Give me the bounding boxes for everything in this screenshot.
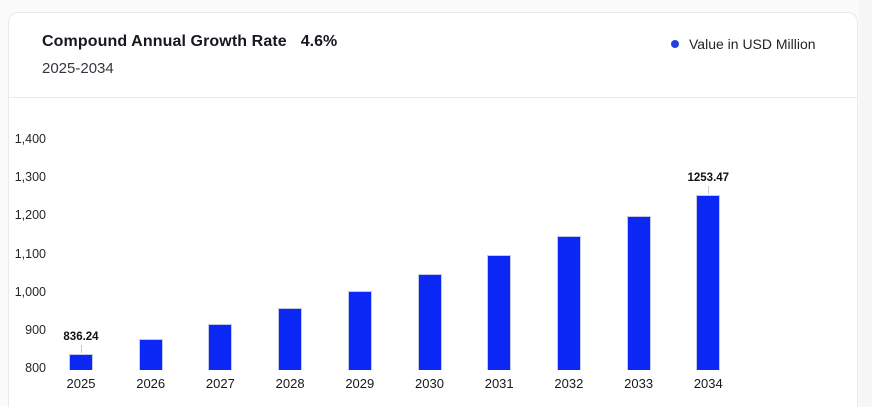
bar-2034[interactable] — [696, 194, 721, 370]
bar-2031[interactable] — [487, 255, 512, 370]
x-tick-label-2027: 2027 — [205, 376, 235, 391]
x-tick-label-2032: 2032 — [554, 376, 584, 391]
bar-2032[interactable] — [556, 236, 581, 370]
legend-label: Value in USD Million — [689, 36, 816, 52]
x-tick-label-2030: 2030 — [415, 376, 444, 391]
point-label-connector — [708, 185, 710, 194]
chart-subtitle: 2025-2034 — [42, 60, 114, 77]
x-tick-label-2026: 2026 — [136, 376, 166, 391]
page-background-strip — [859, 0, 872, 407]
bar-2026[interactable] — [138, 339, 163, 370]
chart-header: Compound Annual Growth Rate 4.6% — [42, 33, 337, 51]
bar-2025[interactable] — [69, 354, 93, 370]
y-tick-label: 1,400 — [14, 132, 46, 146]
y-tick-label: 1,200 — [14, 208, 46, 223]
bar-2033[interactable] — [626, 215, 651, 370]
x-tick-label-2031: 2031 — [484, 376, 514, 391]
x-tick-label-2033: 2033 — [624, 376, 654, 391]
header-divider — [9, 97, 857, 98]
x-tick-label-2029: 2029 — [345, 376, 375, 391]
y-tick-label: 1,000 — [14, 284, 46, 299]
point-label-connector — [81, 345, 82, 354]
chart-title: Compound Annual Growth Rate — [42, 33, 287, 50]
point-label: 1253.47 — [687, 171, 730, 184]
bar-2030[interactable] — [417, 273, 442, 370]
y-tick-label: 1,300 — [14, 170, 46, 185]
bar-2027[interactable] — [208, 324, 233, 370]
bar-2029[interactable] — [347, 291, 372, 370]
x-tick-label-2034: 2034 — [693, 376, 723, 391]
cagr-value: 4.6% — [300, 33, 338, 50]
bar-2028[interactable] — [278, 308, 303, 370]
x-tick-label-2028: 2028 — [275, 376, 305, 391]
x-tick-label-2025: 2025 — [66, 376, 96, 391]
y-tick-label: 900 — [25, 322, 46, 337]
legend-item[interactable]: Value in USD Million — [671, 36, 816, 52]
y-tick-label: 800 — [25, 361, 46, 376]
y-tick-label: 1,100 — [14, 246, 46, 261]
point-label: 836.24 — [63, 331, 99, 344]
legend-dot-icon — [671, 40, 679, 48]
